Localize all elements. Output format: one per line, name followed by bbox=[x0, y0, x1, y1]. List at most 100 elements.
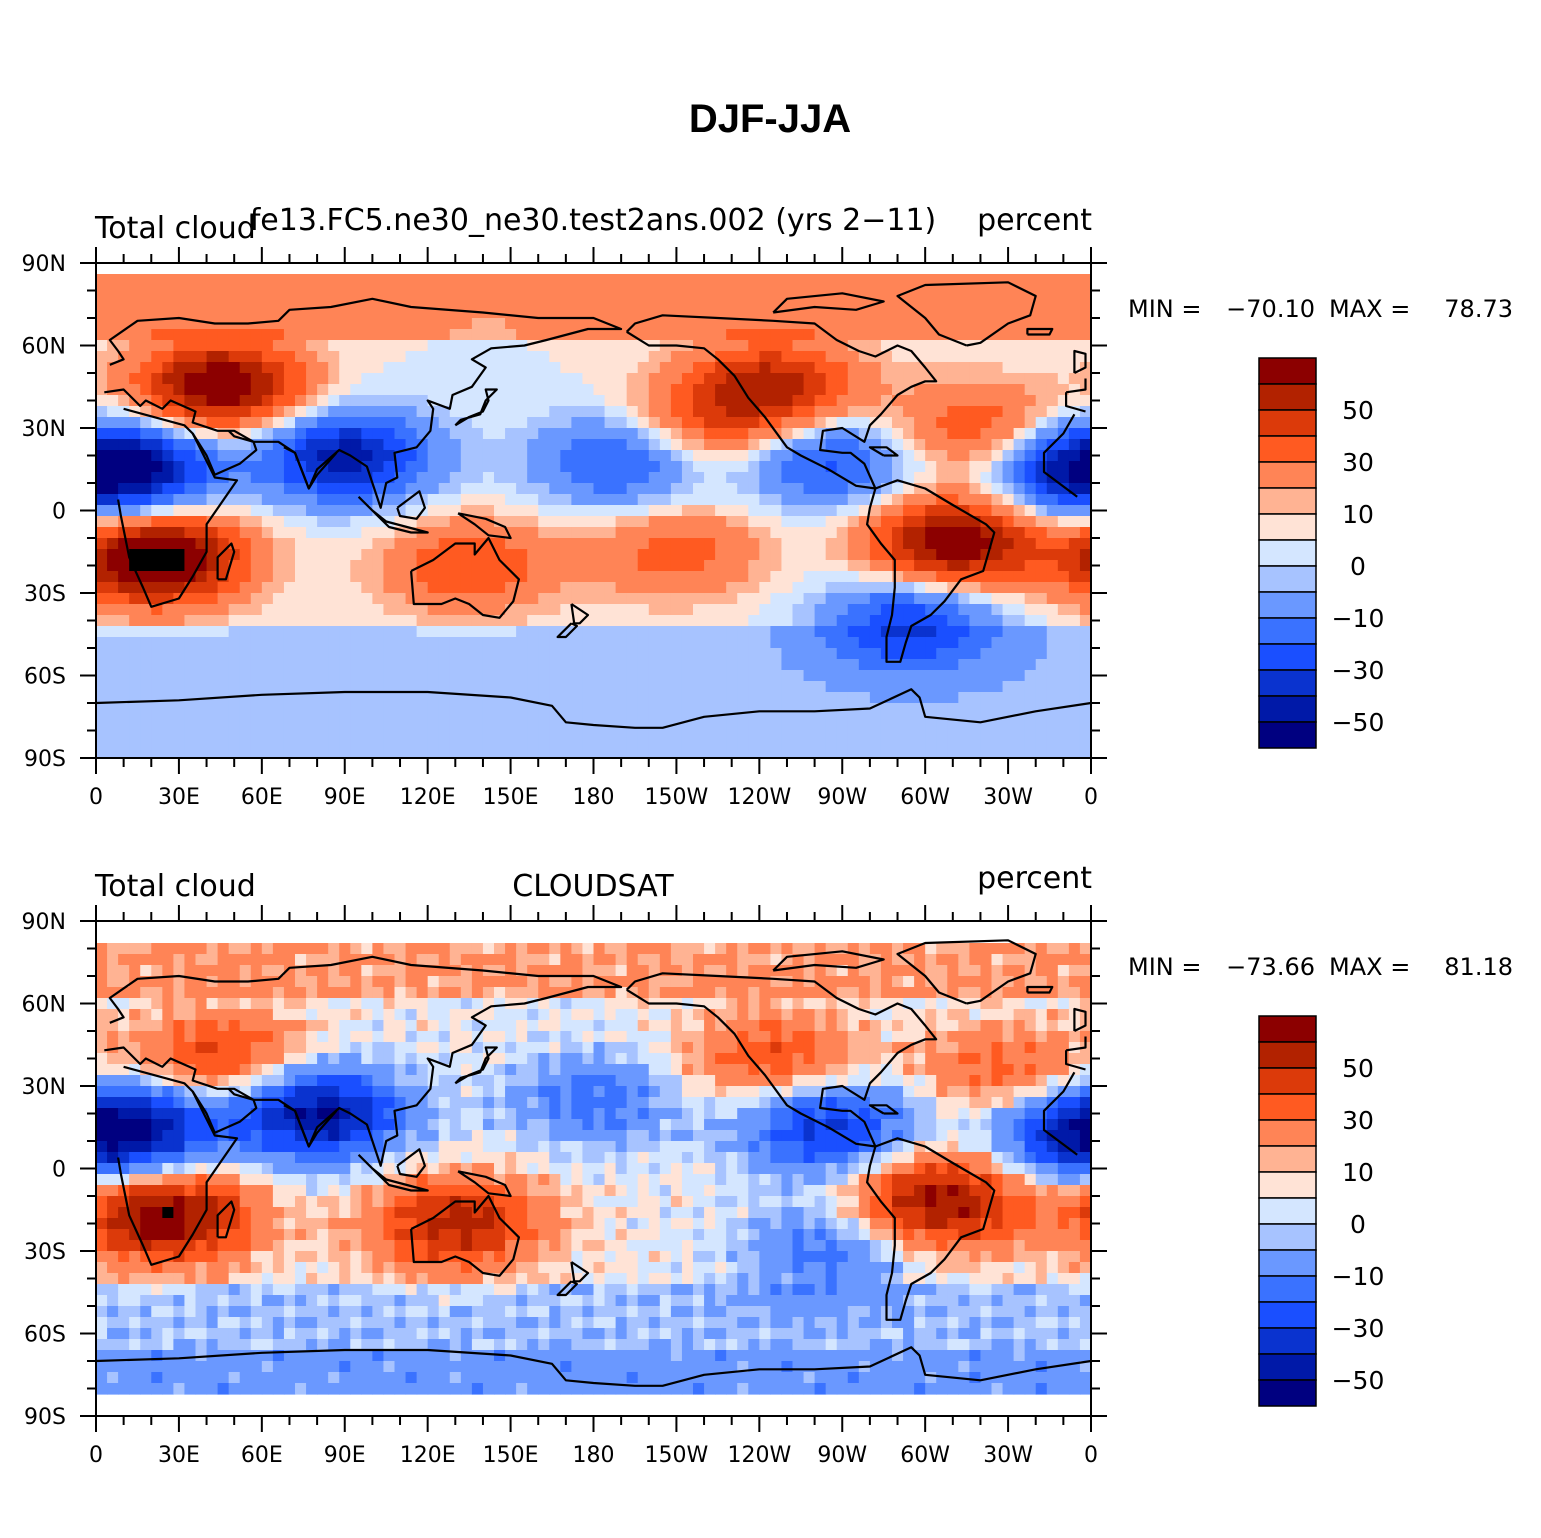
contour-cell bbox=[560, 538, 572, 550]
contour-cell bbox=[626, 384, 639, 396]
contour-cell bbox=[527, 571, 539, 583]
contour-cell bbox=[173, 428, 186, 440]
contour-cell bbox=[936, 648, 948, 660]
contour-cell bbox=[96, 340, 108, 352]
contour-cell bbox=[295, 439, 307, 451]
contour-cell bbox=[892, 483, 904, 495]
contour-cell bbox=[1068, 549, 1081, 561]
contour-cell bbox=[936, 637, 948, 649]
contour-cell bbox=[438, 714, 451, 726]
contour-cell bbox=[272, 703, 285, 715]
contour-cell bbox=[637, 296, 650, 308]
contour-cell bbox=[615, 954, 628, 966]
contour-cell bbox=[770, 692, 783, 704]
contour-cell bbox=[361, 571, 373, 583]
contour-cell bbox=[1002, 582, 1015, 594]
contour-cell bbox=[328, 943, 340, 955]
contour-cell bbox=[527, 692, 539, 704]
contour-cell bbox=[681, 703, 694, 715]
contour-cell bbox=[615, 362, 628, 374]
contour-cell bbox=[261, 1031, 274, 1043]
contour-cell bbox=[505, 637, 517, 649]
contour-cell bbox=[438, 417, 451, 429]
contour-cell bbox=[383, 560, 396, 572]
contour-cell bbox=[482, 373, 495, 385]
contour-cell bbox=[604, 285, 617, 297]
contour-cell bbox=[394, 527, 407, 539]
contour-cell bbox=[482, 714, 495, 726]
contour-cell bbox=[1035, 692, 1048, 704]
contour-cell bbox=[892, 582, 904, 594]
contour-cell bbox=[770, 1020, 783, 1032]
contour-cell bbox=[228, 296, 241, 308]
contour-cell bbox=[925, 626, 937, 638]
contour-cell bbox=[217, 604, 230, 616]
contour-cell bbox=[1024, 505, 1037, 517]
contour-cell bbox=[1013, 692, 1026, 704]
contour-cell bbox=[604, 1020, 617, 1032]
contour-cell bbox=[858, 483, 871, 495]
contour-cell bbox=[494, 439, 506, 451]
contour-cell bbox=[991, 274, 1004, 286]
contour-cell bbox=[228, 681, 241, 693]
contour-cell bbox=[328, 736, 340, 748]
contour-cell bbox=[936, 527, 948, 539]
contour-cell bbox=[947, 692, 959, 704]
contour-cell bbox=[482, 637, 495, 649]
contour-cell bbox=[759, 395, 771, 407]
contour-cell bbox=[217, 461, 230, 473]
contour-cell bbox=[239, 659, 252, 671]
contour-cell bbox=[361, 714, 373, 726]
contour-cell bbox=[405, 450, 418, 462]
contour-cell bbox=[471, 505, 484, 517]
contour-cell bbox=[328, 549, 340, 561]
contour-cell bbox=[626, 615, 639, 627]
contour-cell bbox=[681, 505, 694, 517]
contour-cell bbox=[107, 1031, 119, 1043]
contour-cell bbox=[527, 626, 539, 638]
contour-cell bbox=[659, 560, 672, 572]
contour-cell bbox=[980, 351, 993, 363]
contour-cell bbox=[151, 582, 163, 594]
contour-cell bbox=[272, 571, 285, 583]
contour-cell bbox=[1024, 692, 1037, 704]
contour-cell bbox=[1013, 604, 1026, 616]
contour-cell bbox=[803, 307, 816, 319]
contour-cell bbox=[792, 384, 805, 396]
contour-cell bbox=[770, 582, 783, 594]
contour-cell bbox=[217, 296, 230, 308]
contour-cell bbox=[394, 670, 407, 682]
contour-cell bbox=[438, 626, 451, 638]
contour-cell bbox=[306, 362, 318, 374]
contour-cell bbox=[825, 571, 838, 583]
contour-cell bbox=[726, 549, 738, 561]
contour-cell bbox=[471, 998, 484, 1010]
contour-cell bbox=[1013, 351, 1026, 363]
contour-cell bbox=[914, 1031, 926, 1043]
contour-cell bbox=[350, 659, 362, 671]
contour-cell bbox=[140, 329, 152, 341]
contour-cell bbox=[516, 307, 528, 319]
contour-cell bbox=[892, 615, 904, 627]
contour-cell bbox=[969, 976, 982, 988]
contour-cell bbox=[516, 538, 528, 550]
contour-cell bbox=[704, 725, 716, 737]
contour-cell bbox=[295, 681, 307, 693]
contour-cell bbox=[969, 965, 982, 977]
contour-cell bbox=[438, 450, 451, 462]
contour-cell bbox=[482, 593, 495, 605]
contour-cell bbox=[516, 954, 528, 966]
contour-cell bbox=[361, 604, 373, 616]
contour-cell bbox=[947, 593, 959, 605]
contour-cell bbox=[770, 439, 783, 451]
contour-cell bbox=[759, 373, 771, 385]
contour-cell bbox=[803, 681, 816, 693]
contour-cell bbox=[217, 987, 230, 999]
contour-cell bbox=[184, 954, 197, 966]
contour-cell bbox=[283, 1031, 296, 1043]
contour-cell bbox=[173, 681, 186, 693]
contour-cell bbox=[936, 954, 948, 966]
contour-cell bbox=[582, 1020, 595, 1032]
contour-cell bbox=[670, 274, 683, 286]
contour-cell bbox=[847, 461, 860, 473]
